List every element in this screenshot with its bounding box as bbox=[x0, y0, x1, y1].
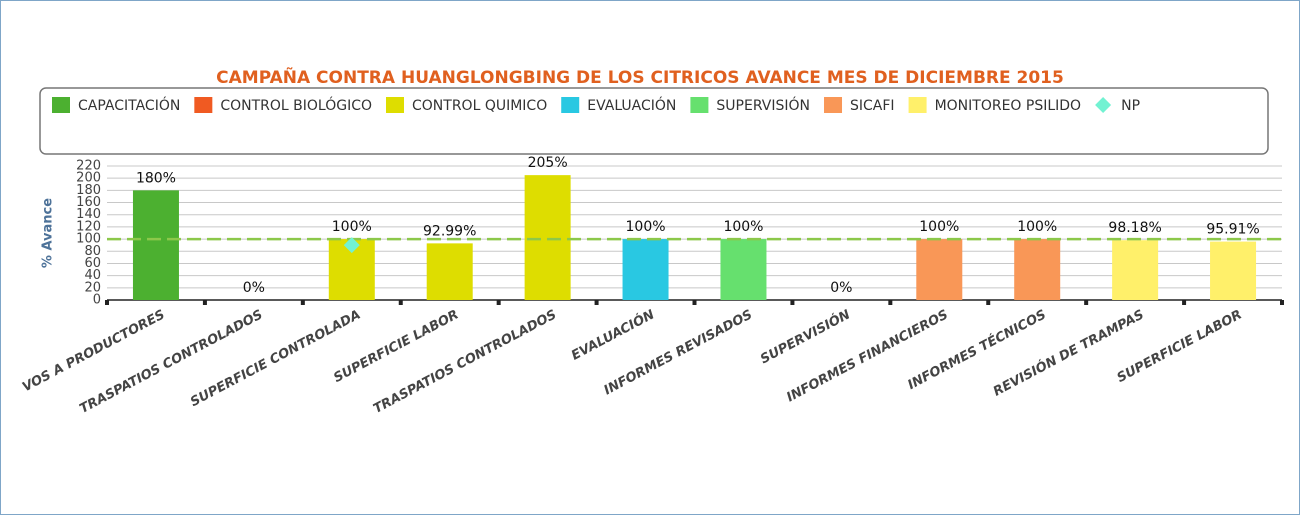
y-tick-label: 180 bbox=[76, 183, 101, 198]
x-tick bbox=[1182, 300, 1187, 305]
bar bbox=[720, 239, 767, 300]
y-axis-title: % Avance bbox=[41, 198, 56, 268]
bar bbox=[622, 239, 669, 300]
legend-label: CONTROL QUIMICO bbox=[412, 98, 547, 114]
y-tick-label: 80 bbox=[84, 244, 101, 259]
legend-label: NP bbox=[1121, 98, 1140, 114]
y-tick-label: 0 bbox=[93, 293, 101, 308]
data-label: 205% bbox=[528, 155, 568, 171]
legend-marker bbox=[561, 97, 580, 113]
legend-label: MONITOREO PSILIDO bbox=[935, 98, 1082, 114]
y-tick-label: 200 bbox=[76, 171, 101, 186]
x-tick bbox=[105, 300, 109, 305]
data-label: 0% bbox=[830, 280, 852, 296]
y-tick-label: 40 bbox=[84, 268, 101, 283]
y-tick-label: 60 bbox=[84, 256, 101, 271]
bar bbox=[426, 243, 473, 300]
np-point bbox=[343, 237, 360, 254]
x-tick bbox=[692, 300, 697, 305]
legend-marker bbox=[908, 97, 927, 113]
chart-title: CAMPAÑA CONTRA HUANGLONGBING DE LOS CITR… bbox=[216, 65, 1064, 88]
legend-marker bbox=[194, 97, 213, 113]
x-tick bbox=[986, 300, 991, 305]
legend-marker bbox=[1095, 97, 1112, 113]
legend-label: SICAFI bbox=[850, 98, 895, 114]
x-tick bbox=[202, 300, 207, 305]
legend-marker bbox=[824, 97, 843, 113]
y-tick-label: 100 bbox=[76, 232, 101, 247]
x-tick bbox=[496, 300, 501, 305]
data-label: 100% bbox=[723, 219, 763, 235]
legend-marker bbox=[386, 97, 404, 113]
bar bbox=[524, 175, 571, 300]
bar bbox=[1210, 241, 1257, 300]
x-tick bbox=[790, 300, 795, 305]
bar bbox=[132, 190, 179, 300]
x-tick bbox=[300, 300, 305, 305]
legend-label: CONTROL BIOLÓGICO bbox=[220, 96, 372, 114]
data-label: 100% bbox=[332, 219, 372, 235]
bar bbox=[1014, 239, 1061, 300]
legend-label: SUPERVISIÓN bbox=[716, 96, 810, 114]
data-label: 95.91% bbox=[1206, 222, 1259, 238]
legend-label: EVALUACIÓN bbox=[587, 96, 676, 114]
y-tick-label: 140 bbox=[76, 207, 101, 222]
data-label: 100% bbox=[626, 219, 666, 235]
data-label: 92.99% bbox=[423, 223, 476, 239]
legend-marker bbox=[52, 97, 70, 113]
bar bbox=[1112, 240, 1159, 300]
y-tick-label: 120 bbox=[76, 219, 101, 234]
bar bbox=[916, 239, 963, 300]
legend-box bbox=[39, 87, 1269, 155]
x-tick bbox=[398, 300, 403, 305]
legend-label: CAPACITACIÓN bbox=[78, 96, 180, 114]
y-tick-label: 20 bbox=[84, 280, 101, 295]
data-label: 100% bbox=[1017, 219, 1057, 235]
x-tick bbox=[1280, 300, 1284, 305]
data-label: 100% bbox=[919, 219, 959, 235]
x-tick bbox=[888, 300, 893, 305]
legend-marker bbox=[690, 97, 709, 113]
y-tick-label: 160 bbox=[76, 195, 101, 210]
x-tick bbox=[594, 300, 599, 305]
data-label: 0% bbox=[243, 280, 265, 296]
data-label: 98.18% bbox=[1108, 220, 1161, 236]
y-tick-label: 220 bbox=[76, 159, 101, 174]
x-tick bbox=[1084, 300, 1089, 305]
data-label: 180% bbox=[136, 170, 176, 186]
